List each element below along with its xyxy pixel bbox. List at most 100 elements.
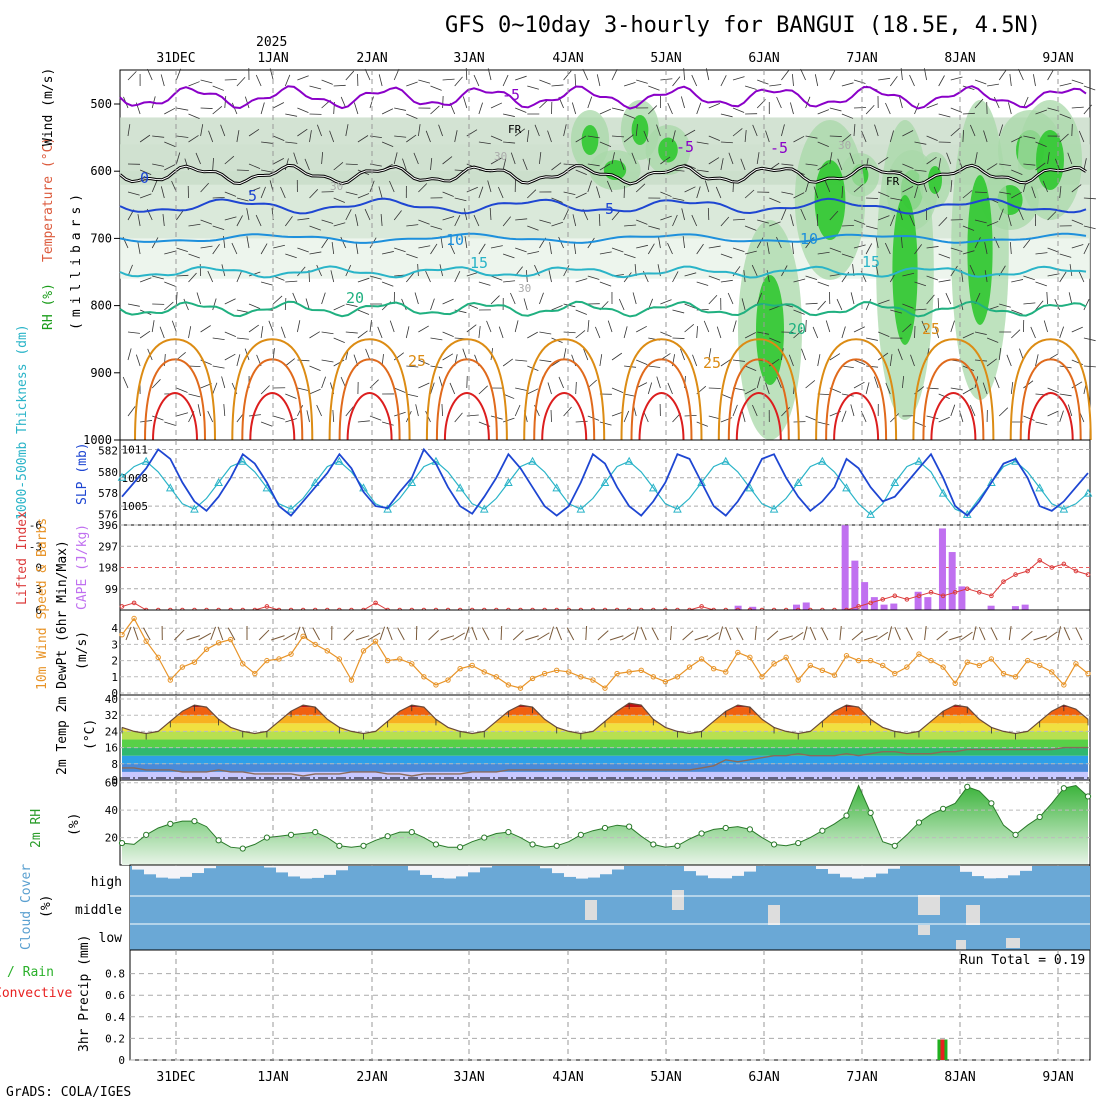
wind-barb: [865, 382, 870, 395]
wind-barb: [950, 387, 963, 391]
wind-barb: [805, 319, 807, 333]
date-label-bottom: 5JAN: [650, 1070, 681, 1085]
wind10-speed-line-marker: [288, 651, 294, 657]
wind-barb: [950, 180, 953, 193]
lifted-index-line-marker: [131, 600, 137, 606]
wind-barb: [720, 358, 732, 367]
wind10-barb: [948, 635, 963, 641]
thickness-line-marker: [552, 483, 562, 492]
wind-barb: [127, 124, 131, 137]
lifted-index-line-marker: [1025, 568, 1030, 574]
wind-barb: [1011, 309, 1023, 315]
wind10-speed-line-marker: [759, 674, 765, 680]
wind10-barb: [863, 635, 878, 641]
wind-barb: [357, 193, 370, 199]
wind10-speed-line-marker: [143, 638, 149, 644]
wind-barb: [454, 412, 463, 423]
thickness-line-marker: [528, 456, 537, 465]
wind-barb: [196, 292, 201, 305]
wind-barb: [293, 152, 298, 165]
cloud-high-gap: [324, 866, 336, 875]
wind-barb: [817, 281, 830, 287]
wind-barb: [1083, 225, 1096, 230]
wind-barb: [853, 359, 866, 366]
contour-hot-loop: [241, 358, 304, 441]
lifted-index-line-marker: [264, 604, 270, 609]
wind-barb: [558, 236, 564, 249]
contour-hot-loop: [620, 338, 703, 441]
wind-barb: [378, 74, 383, 87]
wind-barb: [667, 102, 673, 115]
wind-barb: [353, 102, 359, 115]
wind10-yunits: (m/s): [75, 631, 90, 670]
thickness-line-marker: [1083, 488, 1093, 497]
wind-barb: [696, 102, 702, 115]
cloud-high-gap: [576, 866, 588, 879]
cloud-high-gap: [336, 866, 348, 871]
wind-barb: [849, 152, 855, 165]
wind-barb: [176, 107, 189, 111]
wind-barb: [515, 218, 528, 221]
wind-barb: [756, 292, 763, 305]
cloud-high-gap: [468, 866, 480, 873]
wind-barb: [885, 382, 891, 395]
wind-barb: [297, 247, 309, 253]
wind-barb: [708, 275, 721, 281]
upper-air-panel: -5 FR 0 -5 5 5 10 10 15 15 20 20 25 25 25 30 30 30 30 FR-5 …: [83, 67, 1096, 447]
wind-barb: [369, 275, 382, 280]
wind-barb: [684, 129, 696, 137]
wind-barb: [945, 292, 952, 305]
contour-hot-loop: [144, 358, 206, 441]
cape-ylabel-li: Lifted Index: [15, 511, 30, 605]
wind-barb: [1018, 68, 1024, 81]
wind-barb: [1047, 69, 1054, 81]
wind-barb: [926, 103, 938, 109]
cape-bar: [914, 591, 922, 610]
wind-barb: [269, 68, 274, 81]
contour-label: 15: [470, 254, 488, 272]
wind-barb: [548, 270, 552, 283]
wind-barb: [285, 141, 298, 144]
wind-barb: [921, 320, 927, 333]
wind10-barb: [217, 626, 224, 641]
wind10-speed-line-marker: [203, 646, 210, 652]
date-label-bottom: 4JAN: [552, 1070, 583, 1085]
wind-barb: [998, 208, 1004, 221]
wind-barb: [587, 96, 593, 109]
wind-barb: [260, 385, 270, 395]
wind-barb: [224, 191, 237, 197]
wind-barb: [127, 406, 136, 417]
contour-hot-loop: [425, 338, 508, 441]
wind-barb: [255, 214, 262, 227]
wind-barb: [329, 130, 335, 143]
wind-barb: [442, 95, 444, 109]
wind-barb: [902, 376, 905, 389]
wind-barb: [539, 359, 552, 363]
wind-barb: [466, 324, 477, 333]
wind-barb: [611, 352, 623, 361]
wind-barb: [897, 348, 903, 361]
wind-barb: [672, 214, 678, 227]
rh-tick: 60: [105, 777, 118, 790]
wind10-speed-line-marker: [529, 675, 536, 682]
wind-barb: [563, 265, 570, 277]
wind-barb: [890, 169, 903, 172]
wind-barb: [380, 214, 383, 227]
rh-line-marker: [118, 839, 126, 847]
wind-barb: [246, 236, 250, 249]
wind10-barb: [803, 626, 808, 641]
wind-barb: [212, 85, 224, 91]
wind-barb: [164, 281, 176, 287]
wind-barb: [365, 348, 371, 361]
cloud-high-gap: [300, 866, 312, 879]
wind10-barb: [791, 631, 804, 641]
wind10-speed-line-marker: [976, 662, 983, 669]
wind-barb: [441, 403, 443, 417]
upper-ylabel-wind-text: Wind (m/s): [41, 68, 56, 146]
contour-hot-loop: [533, 358, 596, 441]
wind-barb: [248, 163, 261, 169]
wind-barb: [164, 250, 177, 255]
wind-barb: [660, 299, 672, 305]
contour-hot-loop: [346, 391, 393, 441]
wind10-barb: [525, 635, 539, 641]
